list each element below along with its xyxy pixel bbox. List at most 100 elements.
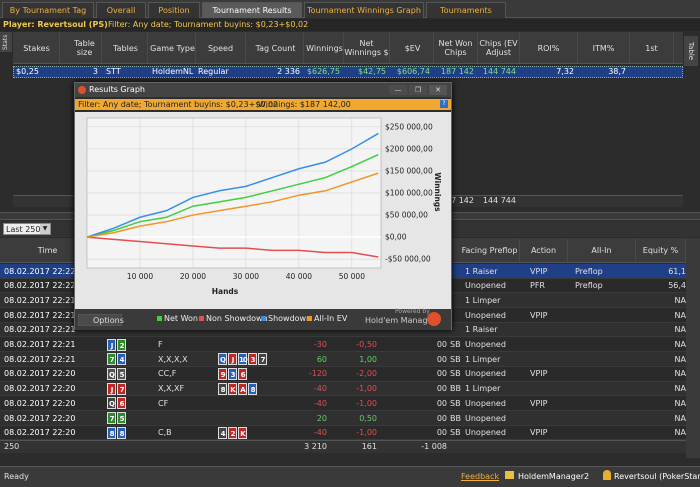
column-header[interactable]: All-In [568,239,636,262]
column-header[interactable]: Action [520,239,568,262]
cell: 00 [436,369,447,379]
tab[interactable]: Position [148,2,200,18]
legend-label: Non Showdown [206,314,268,323]
column-header[interactable]: ROI% [520,33,578,63]
time-cell: 08.02.2017 22:22 [4,281,76,291]
range-dropdown[interactable]: Last 250 [3,223,51,235]
app-icon [78,86,86,94]
position-cell: SB [450,398,461,408]
line-cell: X,X,X,X [158,354,188,364]
column-header[interactable]: Winnings [306,33,344,63]
card: 7 [107,353,116,366]
column-header[interactable]: Equity % [636,239,686,262]
account-label[interactable]: Revertsoul (PokerStars) [614,472,700,481]
cell: 144 744 [482,67,516,76]
card: Q [107,367,116,380]
series-line [86,172,379,238]
column-header[interactable]: Net Won Chips [434,33,478,63]
total-cell: 187 142 [440,196,474,205]
equity-cell: NA [674,354,686,364]
filter-label: Filter: Any date; Tournament buyins: $0,… [108,20,309,29]
column-header[interactable]: ITM% [578,33,630,63]
column-header[interactable]: Chips (EV Adjust [478,33,520,63]
scrollbar [686,238,700,458]
column-header[interactable]: Tag Count [248,33,304,63]
tab[interactable]: Tournaments [426,2,506,18]
window-button[interactable]: — [389,85,407,95]
facing-cell: 1 Raiser [465,325,498,335]
y-tick-label: $150 000,00 [385,166,433,175]
popup-filter-bar [75,99,451,110]
column-header[interactable]: Stakes [14,33,60,63]
results-chart: $250 000,00 $200 000,00 $150 000,00 $100 00… [75,112,451,312]
facing-cell: 1 Limper [465,354,501,364]
side-tab[interactable]: Stats [0,32,12,52]
card: 7 [117,382,126,395]
card: 8 [117,426,126,439]
bb-cell: -1,00 [356,398,377,408]
card: 10 [238,353,248,366]
column-header[interactable]: Table size [68,33,102,63]
x-tick-label: 10 000 [127,272,153,281]
brand: Hold'em Manager [365,316,436,325]
options-button[interactable]: Options [78,314,124,326]
tab[interactable]: Overall [96,2,146,18]
card: 3 [228,367,237,380]
card: 8 [218,382,227,395]
feedback-link[interactable]: Feedback [461,472,500,481]
table-row [0,381,686,397]
y-tick-label: -$50 000,00 [385,255,431,264]
x-tick-label: 40 000 [286,272,312,281]
bb-cell: 1,00 [359,354,377,364]
cell: 00 [436,340,447,349]
legend-label: Net Won [164,314,198,323]
action-cell: PFR [530,281,545,291]
y-tick-label: $250 000,00 [385,122,433,131]
column-header[interactable]: Game Type [150,33,196,63]
card: 5 [117,367,126,380]
column-header[interactable]: Tables [104,33,148,63]
window-button[interactable]: ❐ [409,85,427,95]
cell: 00 [436,413,447,423]
position-cell: SB [450,354,461,364]
bb-cell: -1,00 [356,384,377,394]
card: 2 [228,426,237,439]
table-row [13,66,683,78]
equity-cell: NA [674,398,686,408]
help-icon[interactable]: ? [440,100,448,108]
net-cell: -40 [313,398,327,408]
legend-swatch [307,316,312,321]
column-header[interactable]: Facing Preflop [460,239,520,262]
position-cell: BB [450,384,461,394]
cell: 00 [436,428,447,438]
y-axis-label: Winnings [433,172,442,212]
column-header[interactable]: 1st [630,33,674,63]
cell: $42,75 [358,67,386,76]
tab[interactable]: Tournament Winnings Graph [304,2,424,18]
equity-cell: NA [674,369,686,379]
tab[interactable]: By Tournament Tag [2,2,94,18]
line-cell: X,X,XF [158,384,185,394]
table-row [0,411,686,426]
side-tab[interactable]: Table [684,36,698,66]
legend-swatch [199,316,204,321]
time-cell: 08.02.2017 22:22 [4,266,76,276]
equity-cell: 56,4 [668,281,686,291]
column-header[interactable]: Speed [196,33,246,63]
player-label: Player: Revertsoul (PS) [3,20,108,29]
dropdown-arrow[interactable]: ▼ [40,224,50,234]
app-label[interactable]: HoldemManager2 [518,472,590,481]
window-button[interactable]: ✕ [429,85,447,95]
time-cell: 08.02.2017 22:20 [4,413,76,423]
y-tick-label: $100 000,00 [385,189,433,198]
popup-title: Results Graph [89,85,145,94]
column-header[interactable]: $EV [392,33,434,63]
tab[interactable]: Tournament Results [202,2,302,18]
table-row [0,396,686,411]
x-axis-label: Hands [212,287,239,296]
facing-cell: Unopened [465,413,506,423]
icon [505,471,514,479]
column-header[interactable]: Net Winnings $ [344,33,390,63]
